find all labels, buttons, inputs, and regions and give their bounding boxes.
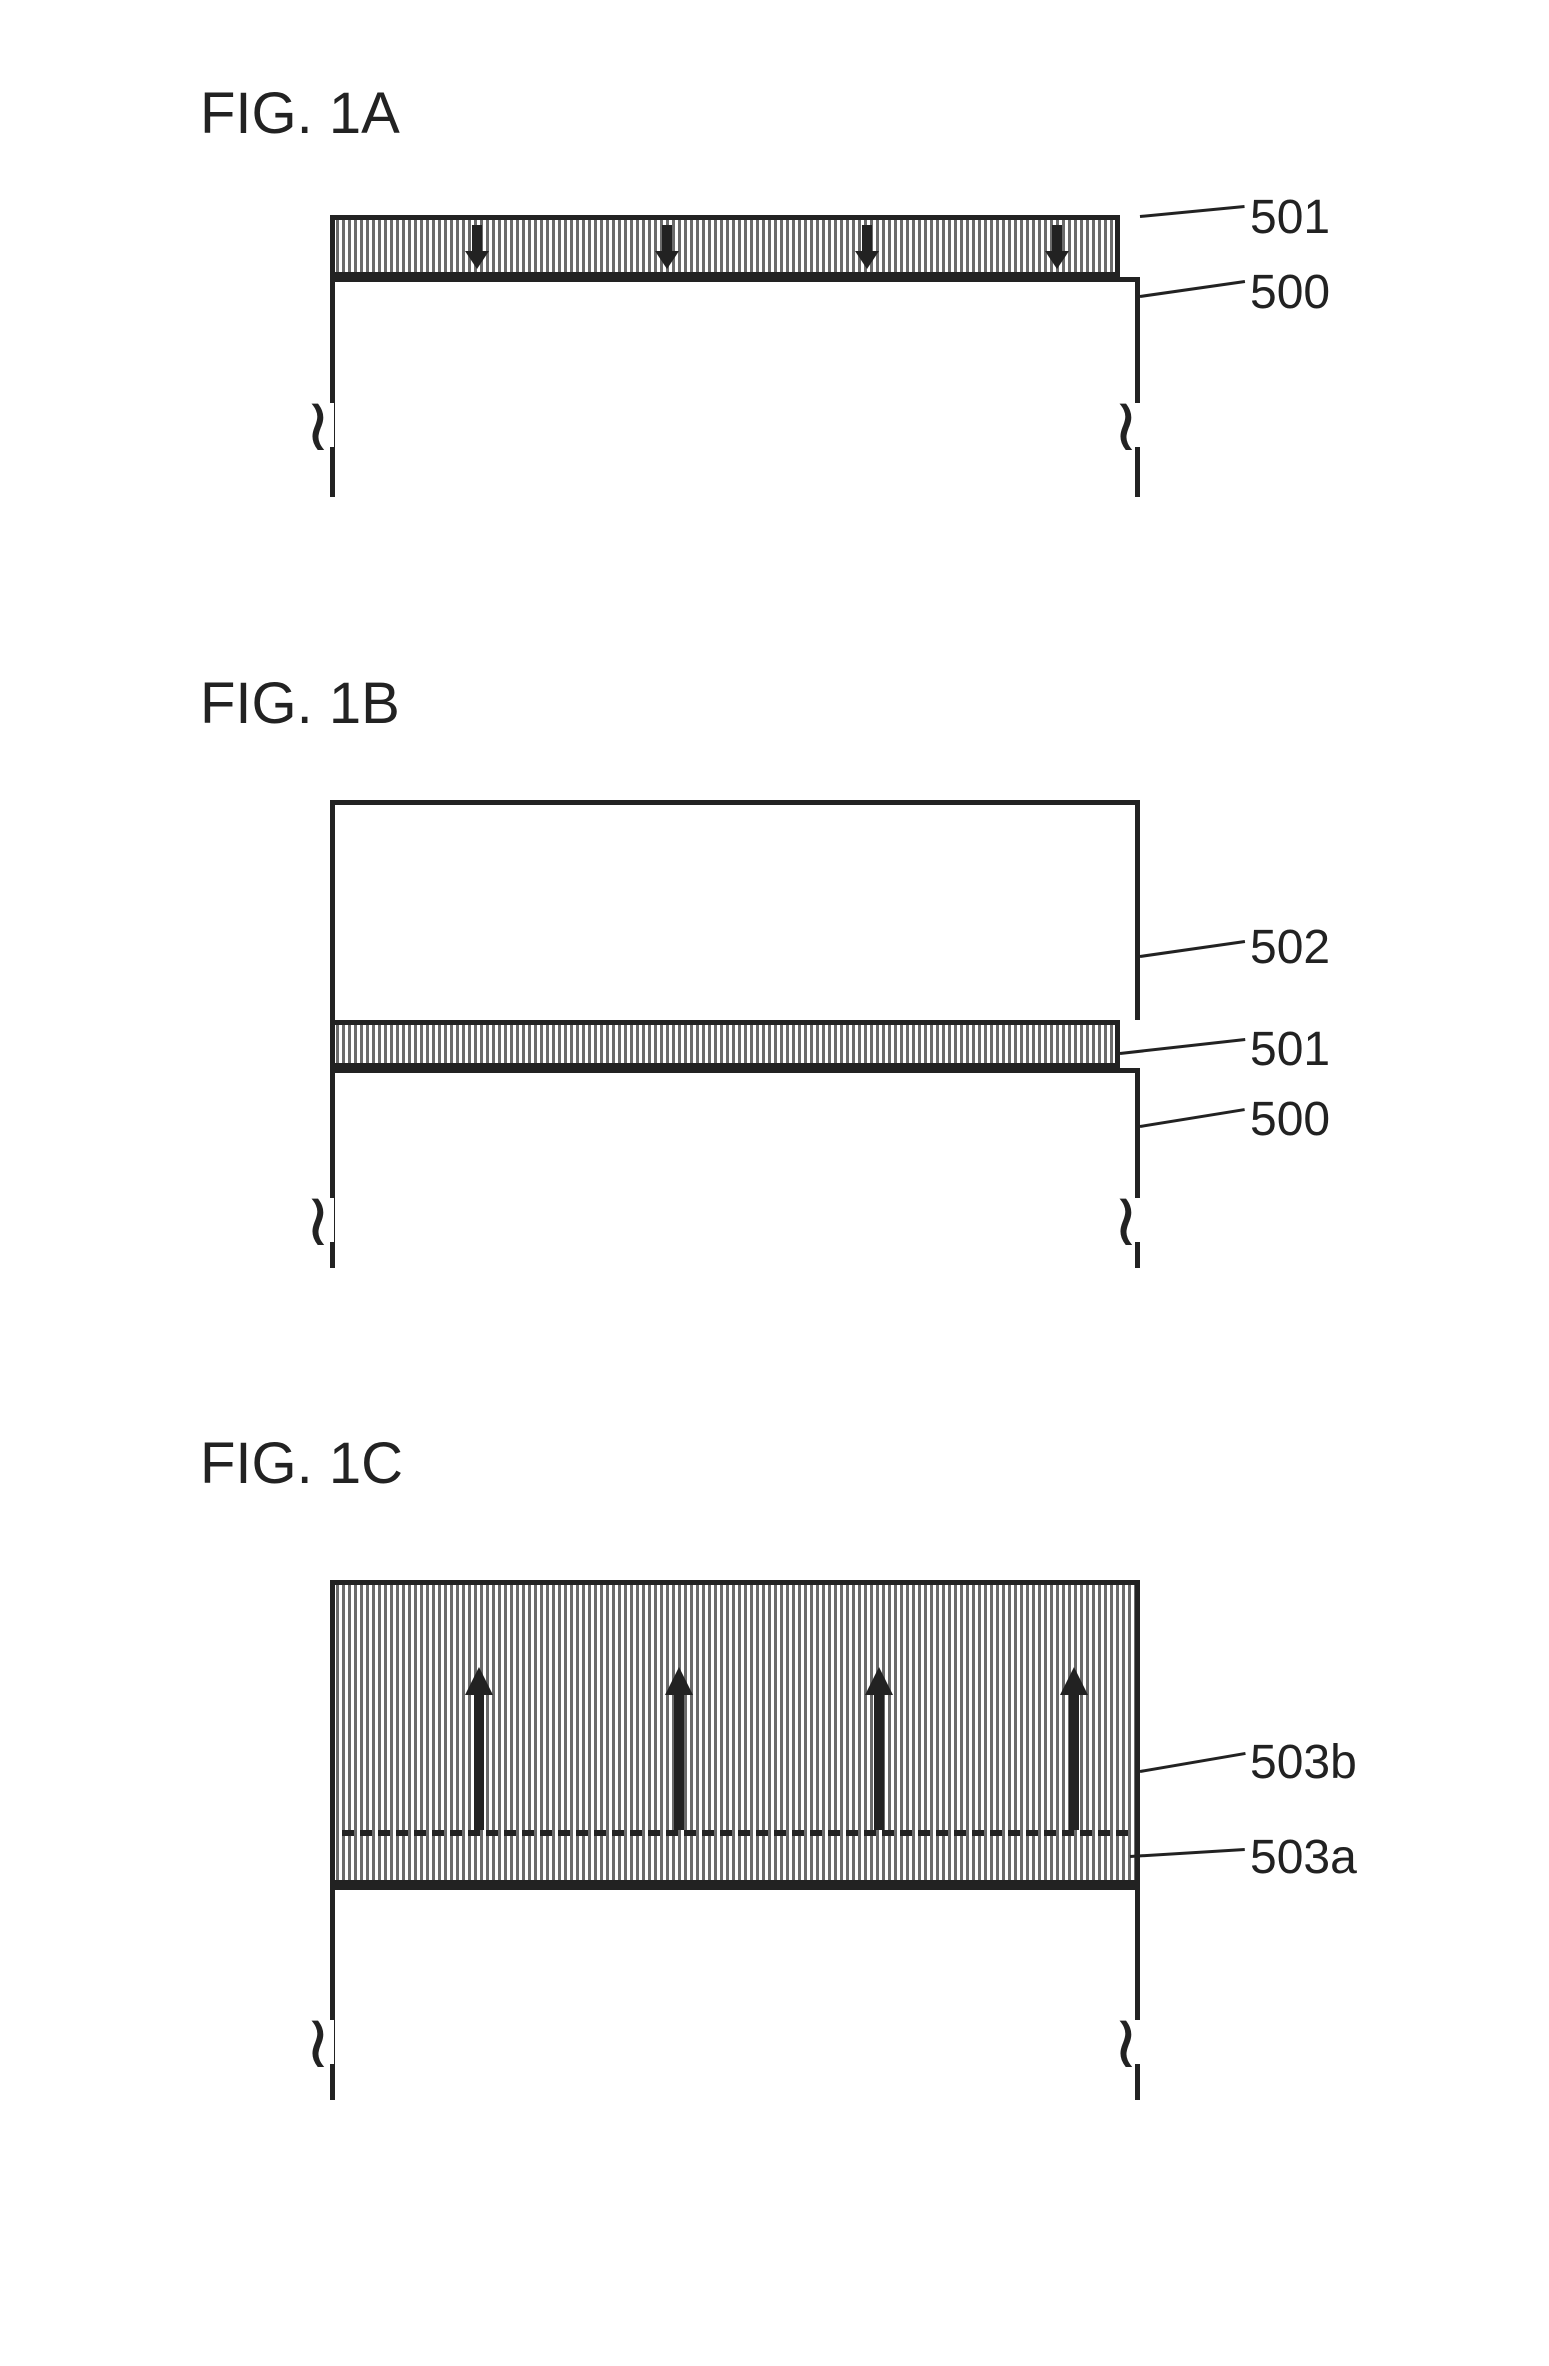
page: FIG. 1A ≀≀ 501500 FIG. 1B ≀≀ 502501500 F… xyxy=(0,0,1549,2366)
fig-a-substrate-500 xyxy=(330,277,1140,497)
fig-a-title: FIG. 1A xyxy=(200,80,400,147)
arrow-down-icon xyxy=(855,225,879,269)
fig-b-layer-502 xyxy=(330,800,1140,1020)
fig-c-dashed-503a xyxy=(342,1830,1128,1836)
break-mark: ≀ xyxy=(302,2020,334,2064)
break-mark: ≀ xyxy=(302,1198,334,1242)
break-mark: ≀ xyxy=(1110,2020,1142,2064)
fig-c-title: FIG. 1C xyxy=(200,1430,403,1497)
reference-label: 500 xyxy=(1250,265,1330,320)
arrow-down-icon xyxy=(655,225,679,269)
break-mark: ≀ xyxy=(1110,403,1142,447)
label-leader xyxy=(1140,1752,1246,1773)
fig-c-substrate xyxy=(330,1885,1140,2100)
fig-b-title: FIG. 1B xyxy=(200,670,400,737)
arrow-up-icon xyxy=(665,1667,693,1830)
reference-label: 503b xyxy=(1250,1735,1357,1790)
reference-label: 501 xyxy=(1250,190,1330,245)
break-mark: ≀ xyxy=(1110,1198,1142,1242)
arrow-down-icon xyxy=(1045,225,1069,269)
fig-b-layer-501 xyxy=(330,1020,1120,1068)
reference-label: 502 xyxy=(1250,920,1330,975)
reference-label: 500 xyxy=(1250,1092,1330,1147)
arrow-up-icon xyxy=(465,1667,493,1830)
arrow-down-icon xyxy=(465,225,489,269)
fig-b-substrate-500 xyxy=(330,1068,1140,1268)
arrow-up-icon xyxy=(1060,1667,1088,1830)
label-leader xyxy=(1140,280,1245,298)
break-mark: ≀ xyxy=(302,403,334,447)
fig-c-panel: ≀≀ xyxy=(330,1580,1140,2100)
reference-label: 501 xyxy=(1250,1022,1330,1077)
arrow-up-icon xyxy=(865,1667,893,1830)
fig-c-layer-503 xyxy=(330,1580,1140,1885)
fig-a-panel: ≀≀ xyxy=(330,215,1140,497)
fig-b-panel: ≀≀ xyxy=(330,800,1140,1268)
fig-a-layer-501 xyxy=(330,215,1120,277)
label-leader xyxy=(1140,205,1245,218)
label-leader xyxy=(1140,940,1245,958)
label-leader xyxy=(1140,1108,1245,1128)
reference-label: 503a xyxy=(1250,1830,1357,1885)
label-leader xyxy=(1130,1848,1245,1858)
